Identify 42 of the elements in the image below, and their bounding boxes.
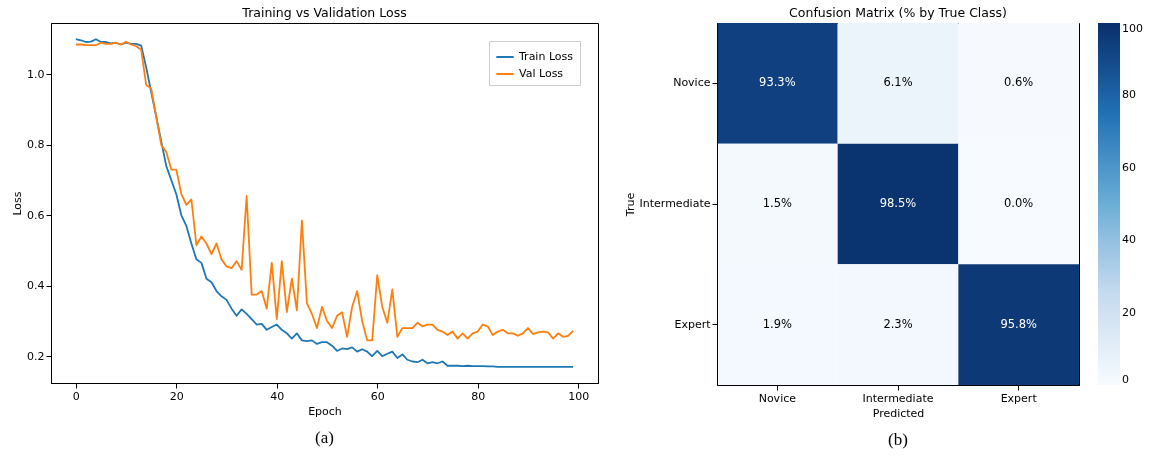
data-label: 0.6% (1004, 75, 1034, 90)
data-label: 6.1% (883, 75, 913, 90)
y-tick-label: Expert (674, 317, 712, 331)
data-label: 2.3% (883, 316, 913, 331)
data-label: 93.3% (759, 75, 796, 90)
color-bar-label: 40 (1122, 233, 1136, 247)
y-tick-label: Novice (673, 76, 711, 90)
x-tick-label: 0 (72, 389, 80, 403)
color-bar-label: 20 (1122, 305, 1136, 319)
y-tick-label: 0.8 (27, 138, 45, 152)
y-axis-title: True (623, 192, 637, 218)
x-tick-label: 100 (568, 389, 590, 403)
data-label: 0.0% (1004, 196, 1034, 210)
x-tick-label: Novice (758, 391, 797, 405)
data-label: 1.5% (762, 196, 793, 210)
y-tick-label: Intermediate (639, 197, 711, 210)
data-label: 1.9% (762, 316, 793, 331)
y-tick-label: 0.4 (27, 279, 45, 293)
color-bar-label: 100 (1122, 22, 1143, 35)
x-tick-label: 60 (370, 389, 385, 403)
data-label: 95.8% (1000, 316, 1037, 331)
text: (b) (888, 430, 908, 449)
x-tick-label: 40 (270, 389, 285, 403)
x-tick-label: Expert (1000, 391, 1038, 405)
color-bar-label: 80 (1122, 88, 1136, 102)
x-tick-label: Intermediate (862, 391, 934, 405)
x-tick-label: 80 (471, 389, 486, 403)
x-axis-title: Epoch (308, 404, 342, 418)
legend-label: Train Loss (518, 50, 574, 63)
y-tick-label: 0.2 (27, 349, 45, 363)
y-axis-title: Loss (11, 191, 25, 216)
color-bar-label: 60 (1122, 160, 1136, 174)
y-tick-label: 1.0 (27, 67, 45, 81)
data-label: 98.5% (879, 196, 917, 210)
y-tick-label: 0.6 (27, 208, 45, 222)
legend-label: Val Loss (519, 67, 564, 80)
x-tick-label: 20 (169, 389, 184, 403)
x-axis-title: Predicted (872, 406, 925, 420)
chart-title: Confusion Matrix (% by True Class) (789, 4, 1007, 20)
text: (a) (315, 428, 334, 447)
color-bar-label: 0 (1122, 373, 1129, 386)
chart-title: Training vs Validation Loss (241, 4, 407, 20)
